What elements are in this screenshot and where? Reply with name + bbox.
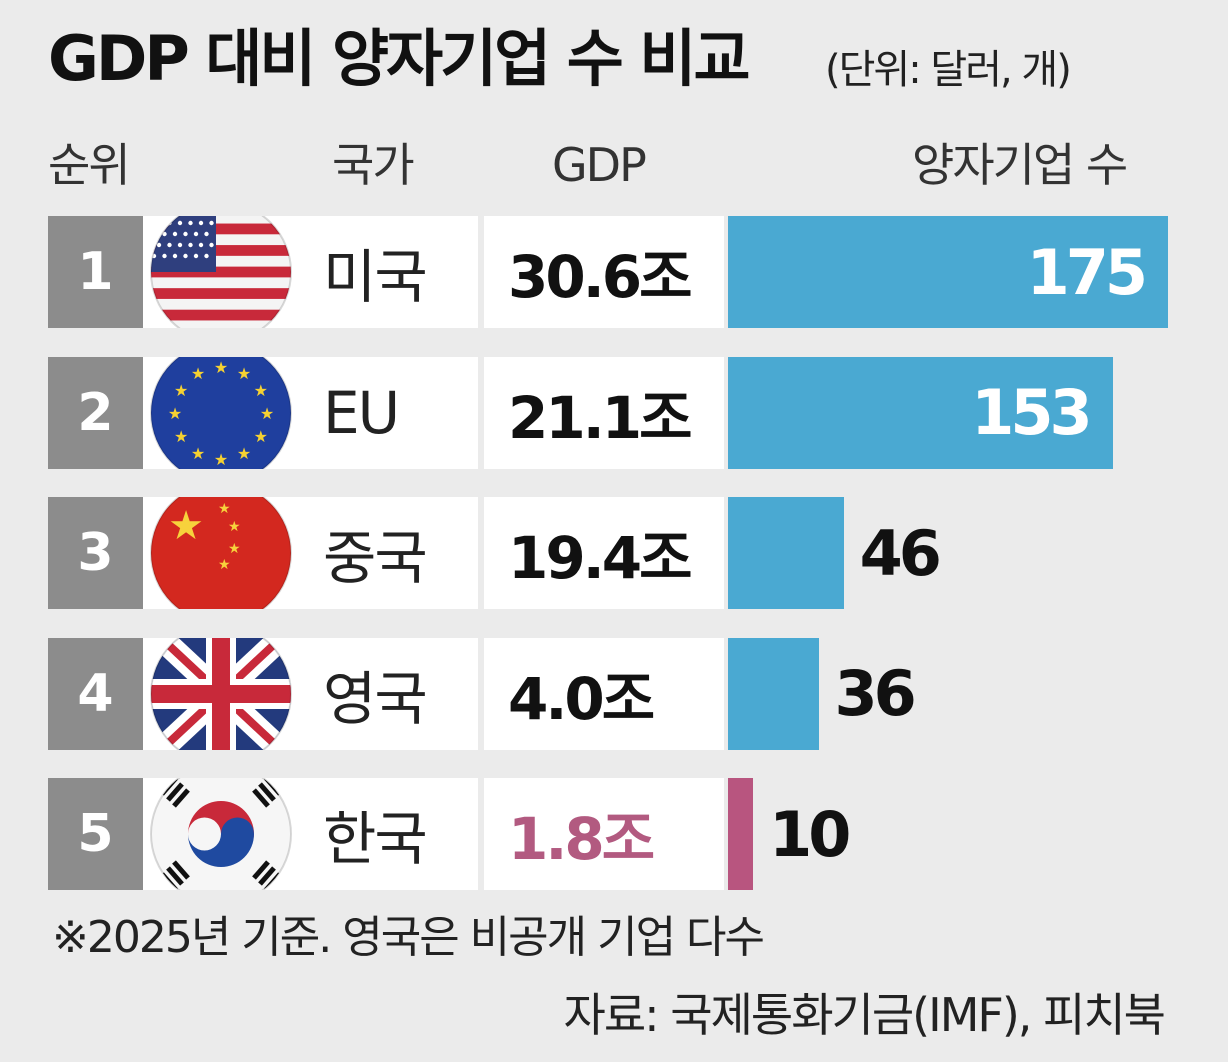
svg-text:★: ★ [168,404,182,423]
gdp-value: 19.4조 [484,497,724,609]
gdp-value: 21.1조 [484,356,724,469]
country-name: 중국 [323,524,428,592]
svg-text:★: ★ [214,358,228,377]
gdp-value: 4.0조 [484,637,724,750]
footnote: ※2025년 기준. 영국은 비공개 기업 다수 [52,912,765,963]
gdp-value: 1.8조 [484,778,724,890]
count-bar [728,637,819,750]
svg-text:★: ★ [214,450,228,469]
source-note: 자료: 국제통화기금(IMF), 피치북 [563,988,1166,1042]
svg-text:★: ★ [254,427,268,446]
column-header-count: 양자기업 수 [912,138,1128,192]
table-row: 2 ★ ★ ★ ★ ★ ★ ★ ★ ★ ★ ★ ★ EU 21.1조 153 [48,356,1178,469]
svg-text:★: ★ [191,443,205,462]
rank-cell: 5 [48,778,143,890]
svg-text:★: ★ [191,364,205,383]
count-bar [728,497,844,609]
svg-text:★: ★ [174,427,188,446]
table-row: 3 ★ ★ ★ ★ ★ 중국 19.4조 46 [48,497,1178,609]
count-bar [728,778,754,890]
column-header-gdp: GDP [552,138,647,192]
svg-text:★: ★ [237,364,251,383]
us-flag-icon [150,216,292,328]
svg-text:★: ★ [168,503,204,549]
svg-text:★: ★ [254,381,268,400]
count-label: 175 [1026,235,1148,309]
svg-text:★: ★ [218,557,231,573]
svg-text:★: ★ [174,381,188,400]
gdp-value: 30.6조 [484,216,724,328]
eu-flag-icon: ★★★★★★★★★ ★ ★★ [150,356,292,469]
rank-cell: 4 [48,637,143,750]
count-label: 153 [971,376,1092,449]
country-cell: ★ ★ ★ ★ ★ ★ ★ ★ ★ ★ ★ ★ EU [143,356,478,469]
count-bar [728,356,1113,469]
country-cell: 한국 [143,778,478,890]
country-name: 영국 [323,664,428,733]
country-name: EU [323,378,400,447]
svg-text:★: ★ [237,443,251,462]
count-label: 46 [859,516,942,590]
column-header-country: 국가 [332,138,415,192]
korea-flag-icon [150,778,292,890]
rank-cell: 1 [48,216,143,328]
count-label: 10 [769,797,851,871]
svg-text:★: ★ [228,519,241,535]
count-bar [728,216,1168,328]
uk-flag-icon [150,637,292,750]
country-cell: 영국 [143,637,478,750]
svg-text:★: ★ [218,501,231,517]
table-row: 4 영국 4.0조 36 [48,637,1178,750]
country-cell: 미국 [143,216,478,328]
chart-title: GDP 대비 양자기업 수 비교 [48,22,750,95]
svg-text:★: ★ [260,404,274,423]
rank-cell: 3 [48,497,143,609]
china-flag-icon: ★ ★ ★ ★ ★ [150,497,292,609]
column-header-rank: 순위 [48,138,131,192]
unit-note: (단위: 달러, 개) [825,47,1072,93]
country-name: 한국 [323,805,428,873]
table-row: 5 한국 1.8조 10 [48,778,1178,890]
svg-text:★: ★ [228,541,241,557]
country-cell: ★ ★ ★ ★ ★ 중국 [143,497,478,609]
table-row: 1 미국 30.6조 175 [48,216,1178,328]
rank-cell: 2 [48,356,143,469]
count-label: 36 [834,657,917,730]
country-name: 미국 [323,243,428,311]
